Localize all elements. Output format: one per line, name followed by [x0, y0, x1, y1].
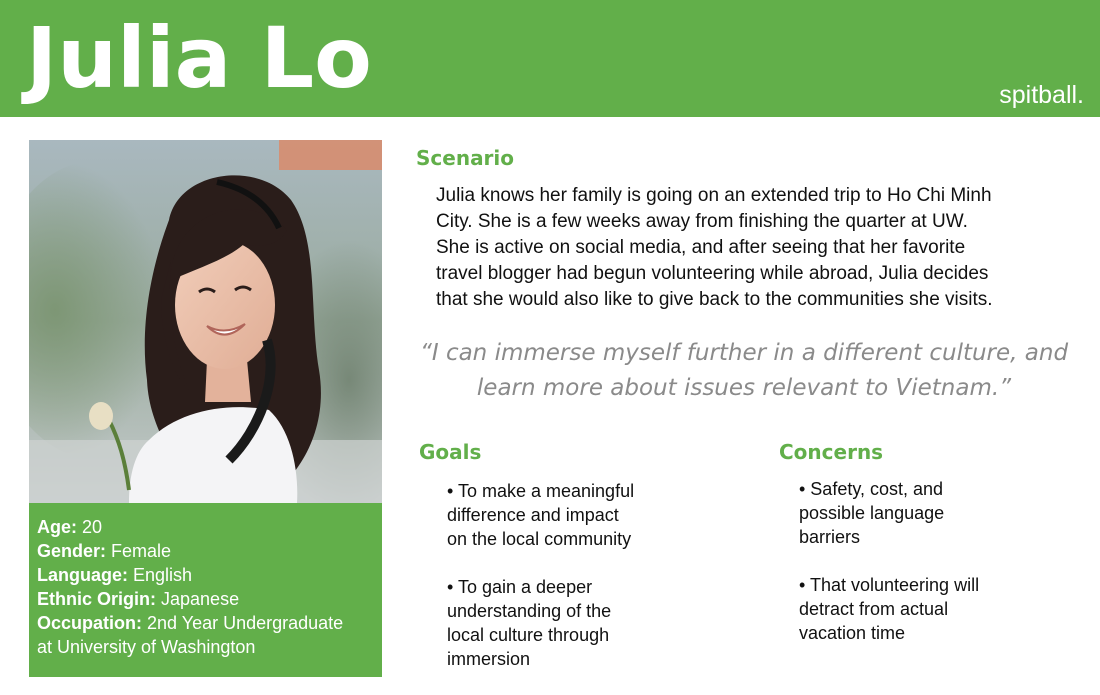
persona-profile-box: Age: 20 Gender: Female Language: English… [29, 503, 382, 677]
concern-item: • Safety, cost, and possible language ba… [799, 479, 945, 547]
persona-photo [29, 140, 382, 503]
goals-heading: Goals [419, 440, 482, 464]
persona-photo-image [29, 140, 382, 503]
scenario-line: Julia knows her family is going on an ex… [436, 185, 992, 206]
header-banner: Julia Lo spitball. [0, 0, 1100, 117]
persona-quote: “I can immerse myself further in a diffe… [400, 336, 1088, 406]
goals-list: • To make a meaningful difference and im… [447, 479, 747, 695]
scenario-text: Julia knows her family is going on an ex… [436, 183, 1086, 313]
quote-line: learn more about issues relevant to Viet… [476, 375, 1012, 401]
scenario-line: City. She is a few weeks away from finis… [436, 211, 968, 232]
scenario-line: that she would also like to give back to… [436, 289, 993, 310]
scenario-heading: Scenario [416, 146, 515, 170]
concern-item: • That volunteering will detract from ac… [799, 575, 980, 643]
concerns-list: • Safety, cost, and possible language ba… [799, 477, 1079, 669]
profile-ethnic-origin: Ethnic Origin: Japanese [37, 589, 240, 609]
persona-name: Julia Lo [26, 9, 372, 107]
profile-age: Age: 20 [37, 517, 103, 537]
quote-line: “I can immerse myself further in a diffe… [419, 340, 1069, 366]
profile-occupation: Occupation: 2nd Year Undergraduate [37, 613, 344, 633]
goal-item: • To make a meaningful difference and im… [447, 481, 635, 549]
profile-gender: Gender: Female [37, 541, 172, 561]
goal-item: • To gain a deeper understanding of the … [447, 577, 612, 669]
scenario-line: travel blogger had begun volunteering wh… [436, 263, 989, 284]
scenario-line: She is active on social media, and after… [436, 237, 966, 258]
brand-logo-text: spitball. [999, 81, 1084, 109]
profile-language: Language: English [37, 565, 193, 585]
concerns-heading: Concerns [779, 440, 884, 464]
profile-occupation-continued: at University of Washington [37, 637, 256, 657]
